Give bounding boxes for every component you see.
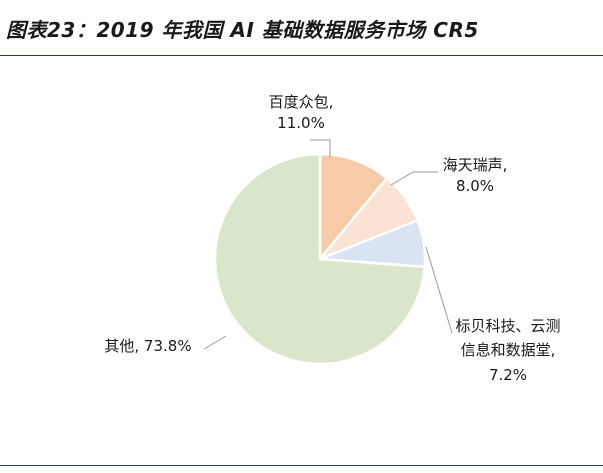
- slice-label-1-line-1: 百度众包,: [269, 93, 334, 111]
- leader-line-3: [425, 246, 453, 334]
- pie-slice-1: [318, 152, 389, 261]
- figure-title: 图表23：2019 年我国 AI 基础数据服务市场 CR5: [6, 18, 479, 42]
- bottom-divider: [0, 465, 603, 466]
- leader-line-1: [310, 139, 331, 157]
- pie-slice-4: [213, 152, 426, 366]
- slice-label-3-line-1: 标贝科技、云测: [455, 317, 560, 335]
- slice-label-2-line-2: 8.0%: [456, 177, 494, 195]
- leader-lines: [203, 139, 453, 350]
- slice-label-1-line-2: 11.0%: [277, 114, 325, 132]
- slice-label-3-line-2: 信息和数据堂,: [461, 341, 556, 359]
- leader-line-4: [203, 335, 227, 350]
- leader-line-2: [390, 171, 438, 186]
- pie-slices: [213, 152, 427, 366]
- slice-label-4-line-1: 其他, 73.8%: [104, 337, 191, 355]
- title-divider: [0, 55, 603, 56]
- slice-label-3-line-3: 7.2%: [489, 366, 527, 384]
- slice-label-2-line-1: 海天瑞声,: [443, 156, 508, 174]
